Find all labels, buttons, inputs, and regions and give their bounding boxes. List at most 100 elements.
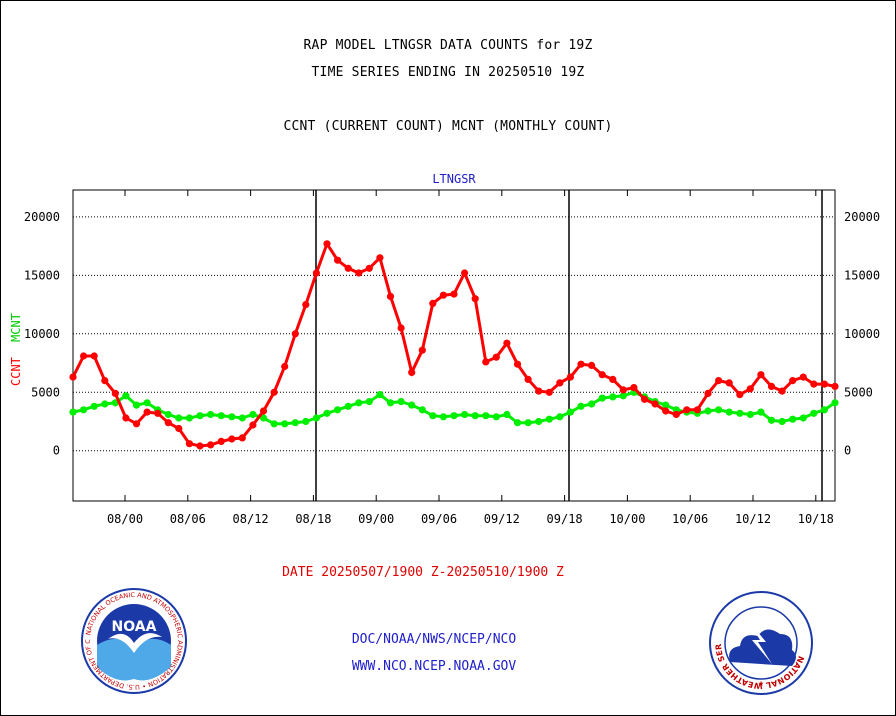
data-point-ccnt: [630, 384, 638, 392]
data-point-mcnt: [619, 392, 627, 400]
data-point-ccnt: [281, 362, 289, 371]
data-point-ccnt: [143, 408, 151, 416]
data-point-ccnt: [672, 410, 680, 419]
chart-name: LTNGSR: [432, 172, 476, 186]
plot-area: [72, 189, 836, 502]
data-point-ccnt: [461, 269, 469, 277]
data-point-mcnt: [344, 402, 352, 410]
data-point-ccnt: [778, 387, 786, 395]
chart-title-line1: RAP MODEL LTNGSR DATA COUNTS for 19Z: [303, 38, 593, 53]
data-point-ccnt: [524, 375, 532, 383]
data-point-mcnt: [69, 408, 77, 416]
data-point-mcnt: [609, 393, 617, 401]
chart-subtitle: CCNT (CURRENT COUNT) MCNT (MONTHLY COUNT…: [283, 119, 613, 134]
data-point-ccnt: [270, 388, 278, 396]
data-point-mcnt: [831, 399, 839, 407]
data-point-mcnt: [302, 417, 310, 426]
data-point-ccnt: [662, 407, 670, 415]
data-point-mcnt: [461, 410, 469, 419]
x-tick-label: 09/00: [358, 512, 394, 526]
data-point-ccnt: [619, 386, 627, 394]
data-point-ccnt: [207, 441, 215, 449]
data-point-ccnt: [503, 339, 511, 347]
data-point-mcnt: [746, 410, 754, 419]
data-point-mcnt: [397, 398, 405, 406]
data-point-ccnt: [513, 360, 522, 368]
data-point-ccnt: [439, 291, 447, 299]
data-point-ccnt: [365, 264, 373, 272]
data-point-ccnt: [799, 373, 807, 381]
data-point-mcnt: [588, 400, 596, 408]
data-point-ccnt: [693, 406, 702, 414]
nws-logo: NATIONAL WEATHER SERVICE ★: [708, 590, 813, 695]
data-point-mcnt: [312, 414, 320, 422]
data-point-mcnt: [175, 414, 183, 422]
data-point-ccnt: [302, 301, 310, 309]
data-point-ccnt: [408, 368, 416, 376]
data-point-ccnt: [471, 295, 479, 303]
data-point-ccnt: [122, 414, 130, 422]
data-point-ccnt: [101, 377, 109, 385]
data-point-mcnt: [757, 408, 765, 416]
x-tick-label: 08/12: [233, 512, 269, 526]
x-tick-label: 10/12: [735, 512, 771, 526]
data-point-mcnt: [577, 402, 585, 410]
data-point-mcnt: [566, 408, 575, 416]
data-point-mcnt: [386, 399, 395, 407]
data-point-mcnt: [281, 420, 289, 428]
data-point-ccnt: [355, 269, 363, 277]
y-tick-label-left: 0: [53, 444, 60, 458]
y-tick-label-right: 5000: [844, 385, 873, 399]
data-point-mcnt: [799, 414, 807, 422]
data-point-mcnt: [355, 399, 363, 407]
data-point-ccnt: [111, 389, 119, 397]
data-point-mcnt: [408, 401, 416, 409]
data-point-ccnt: [556, 379, 564, 387]
data-point-mcnt: [545, 415, 553, 423]
data-point-ccnt: [344, 264, 352, 272]
data-point-mcnt: [122, 392, 130, 400]
data-point-mcnt: [736, 409, 744, 417]
data-point-mcnt: [291, 419, 299, 427]
x-tick-label: 10/00: [609, 512, 645, 526]
date-range: DATE 20250507/1900 Z-20250510/1900 Z: [282, 565, 564, 580]
data-point-ccnt: [228, 435, 236, 443]
data-point-ccnt: [609, 375, 617, 383]
y-tick-label-right: 10000: [844, 327, 880, 341]
data-point-mcnt: [80, 406, 88, 414]
data-point-ccnt: [704, 389, 712, 397]
data-point-mcnt: [704, 407, 712, 415]
data-point-mcnt: [418, 406, 426, 414]
data-point-mcnt: [820, 406, 829, 414]
data-point-mcnt: [334, 406, 342, 414]
data-point-ccnt: [566, 373, 575, 381]
x-tick-label: 08/06: [170, 512, 206, 526]
data-point-ccnt: [789, 377, 797, 385]
data-point-ccnt: [429, 299, 437, 307]
x-tick-label: 10/18: [798, 512, 834, 526]
data-point-mcnt: [238, 414, 246, 422]
noaa-logo: NATIONAL OCEANIC AND ATMOSPHERIC ADMINIS…: [80, 587, 187, 694]
data-point-ccnt: [482, 358, 490, 366]
data-point-ccnt: [238, 434, 246, 442]
data-point-mcnt: [249, 410, 257, 419]
data-point-ccnt: [577, 360, 585, 368]
data-point-mcnt: [715, 406, 723, 414]
data-point-ccnt: [831, 382, 839, 390]
data-point-ccnt: [154, 409, 162, 417]
y-axis-label-ccnt: CCNT: [9, 357, 23, 386]
data-point-ccnt: [259, 407, 268, 415]
data-point-mcnt: [217, 412, 225, 420]
data-point-ccnt: [175, 424, 183, 433]
data-point-ccnt: [69, 373, 77, 381]
data-point-ccnt: [535, 387, 543, 395]
data-point-mcnt: [767, 416, 776, 424]
data-point-mcnt: [429, 412, 437, 420]
data-point-mcnt: [556, 413, 564, 421]
y-tick-label-left: 10000: [24, 327, 60, 341]
data-point-mcnt: [450, 412, 458, 420]
data-point-ccnt: [651, 400, 659, 408]
y-tick-label-left: 5000: [31, 385, 60, 399]
data-point-mcnt: [101, 400, 109, 408]
